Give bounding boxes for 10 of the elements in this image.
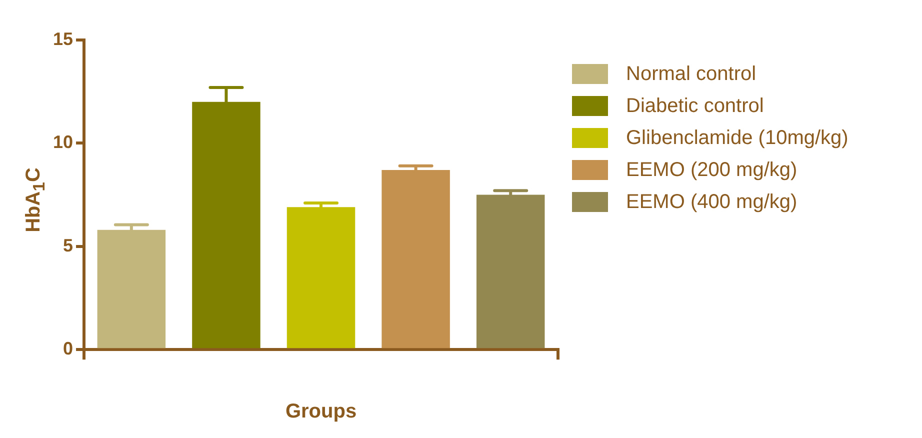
legend-label: EEMO (400 mg/kg) — [626, 190, 798, 214]
legend-label: Normal control — [626, 62, 756, 86]
y-tick-label: 0 — [63, 338, 74, 359]
x-axis-title: Groups — [285, 400, 357, 423]
y-tick-label: 10 — [52, 132, 74, 152]
y-tick-label: 15 — [52, 28, 74, 49]
legend-label: Diabetic control — [626, 94, 764, 118]
y-tick-label: 5 — [63, 235, 74, 256]
legend-label: Glibenclamide (10mg/kg) — [626, 126, 848, 150]
legend-label: EEMO (200 mg/kg) — [626, 158, 798, 182]
